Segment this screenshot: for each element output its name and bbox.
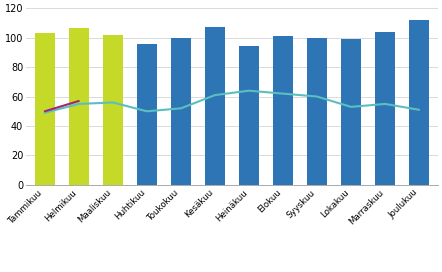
Bar [137,44,157,185]
Bar [34,33,55,185]
Bar [103,35,123,185]
Bar [307,38,327,185]
Bar [409,20,429,185]
Bar [273,36,293,185]
Bar [341,39,361,185]
Bar [375,32,395,185]
Bar [171,38,191,185]
Bar [239,46,259,185]
Bar [69,28,89,185]
Bar [69,35,89,185]
Bar [103,35,123,185]
Bar [34,41,55,185]
Bar [205,27,225,185]
